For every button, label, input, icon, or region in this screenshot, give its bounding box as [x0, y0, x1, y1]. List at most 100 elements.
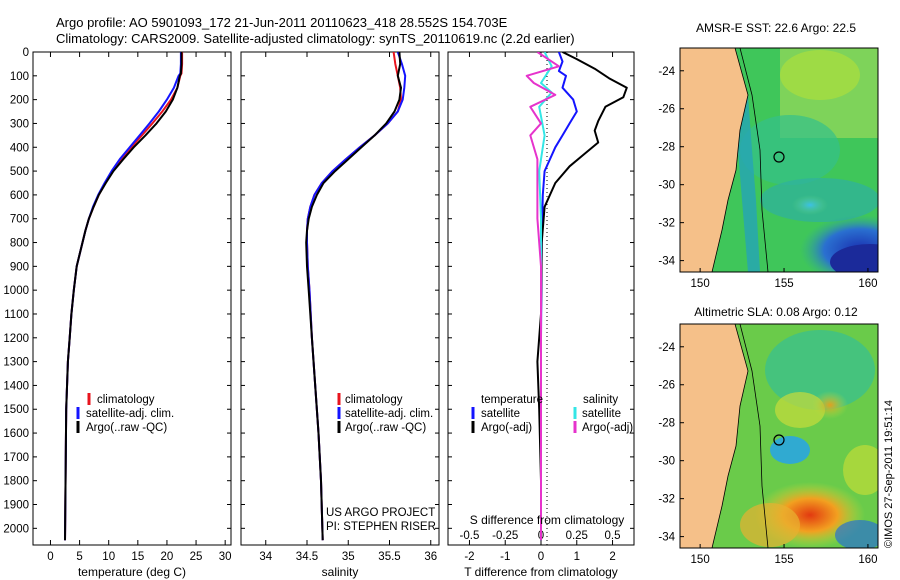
sst-map-lon-axis: 150 155 160	[691, 268, 878, 290]
sla-map-lat-axis: -24 -26 -28 -30 -32 -34	[658, 342, 684, 544]
depth-tick-label: 200	[10, 95, 29, 107]
salinity-y-ticks	[241, 51, 439, 529]
t-difference-xlabel: T difference from climatology	[464, 565, 618, 579]
legend-argo-label: Argo(..raw -QC)	[345, 422, 426, 434]
sla-map-image	[680, 324, 878, 548]
x-tick-label: 0	[538, 551, 544, 563]
x-tick-label: 2	[609, 551, 615, 563]
temperature-profiles	[64, 52, 184, 541]
depth-tick-label: 700	[10, 214, 29, 226]
sla-map-title: Altimetric SLA: 0.08 Argo: 0.12	[694, 305, 858, 319]
legend-temperature-title: temperature	[481, 394, 543, 406]
temperature-x-axis: 0 5 10 15 20 25 30	[47, 52, 232, 563]
profile-line-satellite	[64, 52, 182, 541]
salinity-panel: 34 34.5 35 35.5 36 salinity climatology sate…	[240, 51, 440, 579]
sla-map-lon-axis: 150 155 160	[691, 544, 878, 566]
lat-tick-label: -30	[658, 456, 675, 468]
difference-panel: -2 -1 0 1 2 -0.5 -0.25 0 0.25 0.5 T difference f…	[447, 51, 635, 579]
profile-line-argo_S	[525, 52, 560, 541]
legend-argo-label: Argo(..raw -QC)	[86, 422, 167, 434]
legend-climatology-label: climatology	[97, 394, 155, 406]
depth-tick-label: 1000	[3, 285, 29, 297]
x-tick-label: 1	[574, 551, 580, 563]
profile-line-climatology	[64, 52, 184, 541]
lat-tick-label: -34	[658, 532, 675, 544]
x-tick-label: 36	[424, 551, 437, 563]
x-tick-label: 30	[219, 551, 232, 563]
x-tick-label: 25	[190, 551, 203, 563]
lat-tick-label: -32	[658, 494, 675, 506]
depth-tick-label: 1500	[3, 404, 29, 416]
legend-temp-satellite-label: satellite	[481, 408, 520, 420]
legend-satellite-label: satellite-adj. clim.	[345, 408, 433, 420]
sla-map: Altimetric SLA: 0.08 Argo: 0.12 -24-26-2…	[658, 305, 879, 566]
lon-tick-label: 160	[858, 278, 877, 290]
lat-tick-label: -28	[658, 418, 675, 430]
profile-line-satellite	[306, 52, 407, 541]
depth-tick-label: 2000	[3, 523, 29, 535]
x-tick-label: 34	[259, 551, 272, 563]
figure-title-line2: Climatology: CARS2009. Satellite-adjuste…	[56, 31, 575, 46]
depth-tick-label: 800	[10, 238, 29, 250]
lat-tick-label: -32	[658, 218, 675, 230]
coastline-land	[680, 324, 749, 548]
lat-tick-label: -28	[658, 142, 675, 154]
sst-map-frame	[679, 47, 879, 273]
project-annotation-line2: PI: STEPHEN RISER	[326, 521, 436, 533]
sla-map-frame	[679, 323, 879, 549]
depth-tick-label: 1600	[3, 428, 29, 440]
x-tick-label: 5	[76, 551, 82, 563]
depth-tick-label: 600	[10, 190, 29, 202]
coastline-land	[680, 48, 749, 272]
x-tick-label: -1	[500, 551, 510, 563]
sst-map-image	[680, 48, 878, 272]
legend-salinity-title: salinity	[583, 394, 618, 406]
legend-climatology-label: climatology	[345, 394, 403, 406]
legend-temp-argo-label: Argo(-adj)	[481, 422, 532, 434]
profile-line-satellite	[540, 52, 578, 541]
temperature-axes-frame	[32, 51, 232, 546]
salinity-axes-frame	[240, 51, 440, 546]
temperature-panel: 0100200300400500600700800900100011001200…	[3, 47, 231, 579]
x2-tick-label: -0.25	[492, 530, 518, 542]
x2-tick-label: 0.5	[605, 530, 621, 542]
difference-profiles	[525, 52, 628, 541]
float-position-marker	[773, 151, 785, 163]
depth-axis: 0 100 200 300 400 500 600 700 800 900 1000 1100 1200…	[3, 47, 231, 535]
salinity-legend: climatology satellite-adj. clim. Argo(..…	[337, 393, 433, 434]
depth-tick-label: 400	[10, 142, 29, 154]
depth-tick-label: 1100	[4, 309, 29, 321]
lon-tick-label: 155	[774, 278, 793, 290]
legend-sal-argo-label: Argo(-adj)	[582, 422, 633, 434]
s-difference-xlabel: S difference from climatology	[470, 513, 625, 527]
temperature-xlabel: temperature (deg C)	[78, 565, 186, 579]
x-tick-label: 15	[131, 551, 144, 563]
x-tick-label: 20	[161, 551, 174, 563]
figure-title-line1: Argo profile: AO 5901093_172 21-Jun-2011…	[56, 15, 508, 30]
x-tick-label: 34.5	[296, 551, 318, 563]
depth-tick-label: 1300	[3, 357, 29, 369]
salinity-xlabel: salinity	[322, 565, 359, 579]
lat-tick-label: -26	[658, 380, 675, 392]
lon-tick-label: 160	[858, 554, 877, 566]
lon-tick-label: 155	[774, 554, 793, 566]
profile-line-argo	[64, 52, 183, 541]
difference-y-ticks	[448, 51, 634, 529]
x2-tick-label: 0.25	[566, 530, 588, 542]
sst-map: AMSR-E SST: 22.6 Argo: 22.5 -24 -26 -28 -30…	[658, 21, 879, 290]
salinity-x-axis: 34 34.5 35 35.5 36	[259, 52, 437, 563]
legend-satellite-label: satellite-adj. clim.	[86, 408, 174, 420]
project-annotation-line1: US ARGO PROJECT	[326, 507, 435, 519]
profile-line-argo	[305, 52, 402, 541]
x-tick-label: 10	[102, 551, 115, 563]
depth-tick-label: 500	[10, 166, 29, 178]
x-tick-label: 35	[342, 551, 355, 563]
sst-map-lat-axis: -24 -26 -28 -30 -32 -34	[658, 66, 684, 268]
profile-line-argo	[536, 52, 628, 541]
legend-sal-satellite-label: satellite	[582, 408, 621, 420]
s-difference-x-axis: -0.5 -0.25 0 0.25 0.5	[460, 530, 621, 542]
x-tick-label: 0	[47, 551, 53, 563]
lat-tick-label: -24	[658, 342, 675, 354]
x2-tick-label: -0.5	[460, 530, 480, 542]
lat-tick-label: -26	[658, 104, 675, 116]
